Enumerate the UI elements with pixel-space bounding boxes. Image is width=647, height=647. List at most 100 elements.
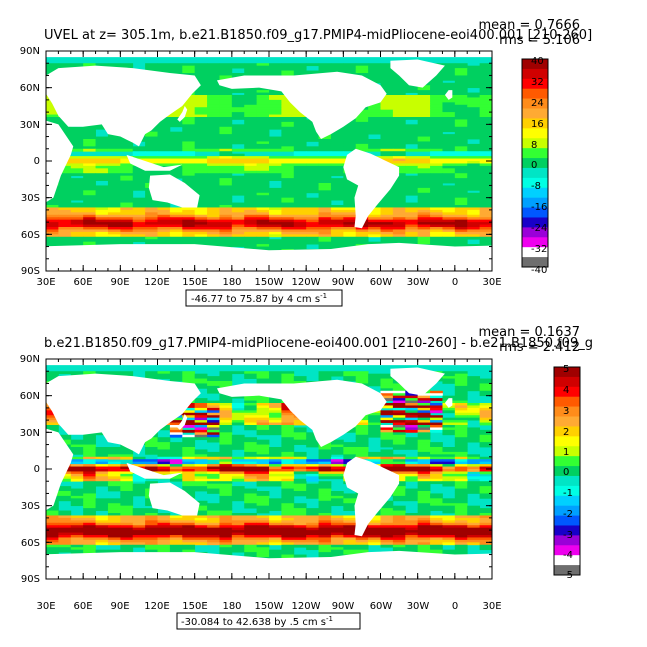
- velocity-cell: [318, 161, 332, 164]
- velocity-cell: [442, 136, 456, 140]
- velocity-cell: [219, 469, 233, 472]
- velocity-cell: [207, 217, 220, 221]
- velocity-cell: [269, 119, 282, 123]
- velocity-cell: [442, 478, 456, 482]
- velocity-cell: [219, 234, 233, 238]
- velocity-cell: [454, 197, 468, 201]
- velocity-cell: [107, 134, 121, 137]
- velocity-cell: [281, 503, 295, 507]
- velocity-cell: [145, 200, 158, 203]
- velocity-cell: [169, 173, 183, 177]
- velocity-cell: [467, 427, 481, 431]
- velocity-cell: [467, 163, 481, 167]
- velocity-cell: [157, 65, 171, 69]
- velocity-cell: [219, 205, 233, 208]
- velocity-cell: [244, 190, 258, 194]
- velocity-cell: [207, 527, 220, 531]
- velocity-cell: [467, 520, 481, 524]
- velocity-cell: [269, 473, 282, 477]
- velocity-cell: [145, 461, 158, 465]
- velocity-cell: [405, 99, 419, 103]
- velocity-cell: [430, 478, 443, 482]
- velocity-cell: [392, 439, 406, 443]
- velocity-cell: [293, 136, 307, 140]
- velocity-cell: [269, 231, 282, 235]
- velocity-cell: [231, 527, 245, 531]
- velocity-cell: [244, 407, 258, 411]
- velocity-cell: [442, 209, 456, 213]
- velocity-cell: [231, 185, 245, 189]
- velocity-cell: [454, 488, 468, 492]
- velocity-cell: [355, 126, 369, 130]
- velocity-cell: [145, 205, 158, 208]
- velocity-cell: [368, 131, 381, 135]
- velocity-cell: [293, 420, 307, 423]
- velocity-cell: [194, 168, 208, 172]
- velocity-cell: [256, 407, 270, 411]
- velocity-cell: [430, 114, 443, 118]
- velocity-cell: [479, 70, 492, 74]
- velocity-cell: [392, 136, 406, 140]
- velocity-cell: [70, 143, 84, 147]
- velocity-cell: [169, 520, 183, 524]
- velocity-cell: [430, 454, 443, 458]
- velocity-cell: [343, 454, 357, 458]
- velocity-cell: [417, 168, 431, 172]
- velocity-cell: [256, 185, 270, 189]
- velocity-cell: [231, 412, 245, 416]
- velocity-cell: [182, 117, 196, 120]
- velocity-cell: [355, 231, 369, 235]
- velocity-cell: [454, 161, 468, 164]
- velocity-cell: [392, 234, 406, 238]
- velocity-cell: [120, 239, 134, 243]
- velocity-cell: [392, 505, 406, 509]
- velocity-cell: [479, 114, 492, 118]
- velocity-cell: [83, 212, 96, 216]
- velocity-cell: [479, 209, 492, 213]
- velocity-cell: [293, 217, 307, 221]
- velocity-cell: [207, 148, 220, 152]
- velocity-cell: [318, 214, 332, 218]
- velocity-cell: [343, 139, 357, 142]
- velocity-cell: [454, 97, 468, 101]
- velocity-cell: [454, 134, 468, 137]
- velocity-cell: [269, 517, 282, 521]
- velocity-cell: [219, 217, 233, 221]
- velocity-cell: [293, 173, 307, 177]
- velocity-cell: [281, 205, 295, 208]
- velocity-cell: [343, 515, 357, 519]
- velocity-cell: [430, 148, 443, 152]
- velocity-cell: [256, 473, 270, 477]
- velocity-cell: [380, 432, 394, 436]
- velocity-cell: [219, 535, 233, 538]
- velocity-cell: [442, 376, 456, 379]
- velocity-cell: [306, 239, 319, 243]
- velocity-cell: [231, 73, 245, 76]
- velocity-cell: [454, 415, 468, 419]
- velocity-cell: [343, 134, 357, 137]
- velocity-cell: [207, 146, 220, 150]
- velocity-cell: [454, 535, 468, 538]
- velocity-cell: [467, 483, 481, 487]
- velocity-cell: [392, 205, 406, 208]
- velocity-cell: [95, 520, 109, 524]
- velocity-cell: [269, 381, 282, 384]
- velocity-cell: [380, 197, 394, 201]
- velocity-cell: [244, 422, 258, 426]
- velocity-cell: [219, 395, 233, 399]
- velocity-cell: [454, 378, 468, 382]
- velocity-cell: [231, 168, 245, 172]
- velocity-cell: [70, 224, 84, 228]
- velocity-cell: [405, 158, 419, 162]
- velocity-cell: [95, 173, 109, 177]
- velocity-cell: [318, 508, 332, 511]
- velocity-cell: [95, 517, 109, 521]
- velocity-cell: [194, 227, 208, 230]
- velocity-cell: [454, 141, 468, 145]
- velocity-cell: [157, 222, 171, 225]
- velocity-cell: [169, 422, 183, 426]
- velocity-cell: [120, 537, 134, 541]
- velocity-cell: [392, 461, 406, 465]
- velocity-cell: [169, 139, 183, 142]
- velocity-cell: [479, 444, 492, 448]
